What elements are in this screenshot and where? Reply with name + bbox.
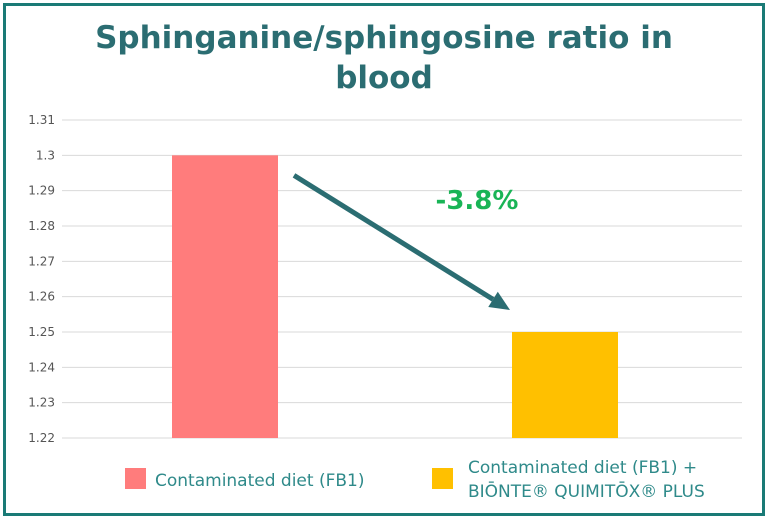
y-tick-label: 1.25 bbox=[28, 325, 55, 339]
y-tick-label: 1.27 bbox=[28, 254, 55, 268]
chart-title-line-2: blood bbox=[335, 60, 433, 96]
arrow-shaft bbox=[292, 173, 495, 302]
legend-swatch-2 bbox=[432, 468, 453, 489]
legend: Contaminated diet (FB1) Contaminated diet… bbox=[125, 458, 705, 502]
legend-label-1: Contaminated diet (FB1) bbox=[155, 471, 365, 491]
chart-title: Sphinganine/sphingosine ratio in blood bbox=[0, 18, 768, 98]
bars bbox=[172, 155, 618, 439]
change-arrow bbox=[292, 173, 510, 310]
change-annotation: -3.8% bbox=[436, 186, 519, 216]
legend-label-2: Contaminated diet (FB1) + bbox=[468, 458, 697, 478]
y-tick-label: 1.26 bbox=[28, 290, 55, 304]
y-tick-label: 1.31 bbox=[28, 113, 55, 127]
legend-label-2: BIŌNTE® QUIMITŌX® PLUS bbox=[468, 480, 705, 502]
y-tick-label: 1.29 bbox=[28, 184, 55, 198]
arrow-head bbox=[488, 291, 510, 310]
bar-1 bbox=[172, 155, 278, 439]
y-tick-label: 1.3 bbox=[36, 148, 55, 162]
y-tick-label: 1.22 bbox=[28, 431, 55, 445]
gridlines bbox=[62, 119, 742, 439]
y-tick-label: 1.24 bbox=[28, 360, 55, 374]
y-axis-ticks: 1.22 1.23 1.24 1.25 1.26 1.27 1.28 1.29 1.3 1.31 bbox=[28, 113, 55, 445]
chart-frame bbox=[3, 3, 765, 516]
chart-title-line-1: Sphinganine/sphingosine ratio in bbox=[95, 20, 673, 56]
y-tick-label: 1.28 bbox=[28, 219, 55, 233]
bar-2 bbox=[512, 332, 618, 438]
y-tick-label: 1.23 bbox=[28, 396, 55, 410]
legend-swatch-1 bbox=[125, 468, 146, 489]
